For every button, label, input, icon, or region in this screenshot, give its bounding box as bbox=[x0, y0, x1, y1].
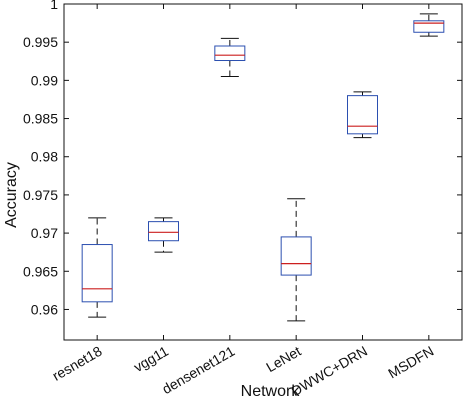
x-category-label: densenet121 bbox=[159, 343, 237, 397]
plot-frame bbox=[63, 3, 463, 341]
box-5 bbox=[413, 20, 445, 33]
y-tick-label: 0.965 bbox=[23, 263, 58, 279]
x-category-label: resnet18 bbox=[49, 343, 104, 384]
x-category-label: MSDFN bbox=[385, 343, 436, 382]
y-tick-label: 1 bbox=[50, 0, 58, 12]
box-3 bbox=[280, 236, 312, 276]
box-1 bbox=[148, 221, 179, 242]
y-tick-label: 0.995 bbox=[23, 34, 58, 50]
y-tick-label: 0.985 bbox=[23, 111, 58, 127]
y-tick-label: 0.97 bbox=[31, 225, 58, 241]
y-tick-label: 0.96 bbox=[31, 301, 58, 317]
y-axis-title: Accuracy bbox=[3, 162, 20, 228]
x-axis-title: Network bbox=[241, 383, 301, 400]
x-category-label: vgg11 bbox=[131, 343, 171, 376]
y-tick-label: 0.975 bbox=[23, 187, 58, 203]
x-category-label: LeNet bbox=[263, 343, 303, 376]
box-4 bbox=[347, 95, 378, 135]
y-tick-label: 0.99 bbox=[31, 72, 58, 88]
y-tick-label: 0.98 bbox=[31, 149, 58, 165]
box-2 bbox=[214, 45, 246, 62]
box-0 bbox=[81, 244, 113, 303]
